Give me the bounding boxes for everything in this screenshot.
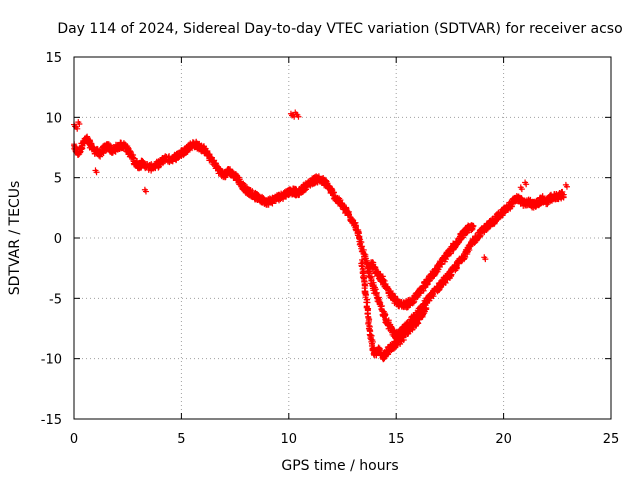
data-point [384, 285, 391, 292]
y-tick-label: -15 [41, 413, 62, 428]
data-point [76, 120, 83, 127]
data-point [295, 113, 302, 120]
data-point [359, 243, 366, 250]
data-point [355, 229, 362, 236]
data-point [330, 189, 337, 196]
data-point [359, 259, 366, 266]
data-point [559, 188, 566, 195]
y-tick-label: -5 [49, 292, 62, 307]
data-point [423, 304, 430, 311]
y-tick-label: 10 [45, 111, 62, 126]
data-point [364, 299, 371, 306]
data-point [447, 250, 454, 257]
x-axis: 0 5 10 15 20 25 [70, 57, 619, 447]
data-point [373, 290, 380, 297]
data-point [169, 158, 176, 165]
data-point [130, 155, 137, 162]
plot-frame [73, 56, 612, 420]
data-point [493, 215, 500, 222]
data-point [382, 312, 389, 319]
data-point [518, 186, 525, 193]
x-tick-label: 25 [603, 432, 620, 447]
data-point [74, 125, 81, 132]
x-tick-label: 10 [281, 432, 298, 447]
data-point [560, 191, 567, 198]
x-tick-label: 0 [70, 432, 78, 447]
data-point [359, 263, 366, 270]
y-tick-label: 5 [54, 172, 62, 187]
x-tick-label: 5 [177, 432, 185, 447]
y-tick-label: -10 [41, 353, 62, 368]
data-point [448, 271, 455, 278]
data-point [366, 270, 373, 277]
y-axis-label: SDTVAR / TECUs [7, 181, 23, 296]
data-point [442, 256, 449, 263]
data-point [476, 233, 483, 240]
data-point [93, 169, 100, 176]
data-point [438, 261, 445, 268]
grid-lines [74, 57, 611, 419]
x-axis-label: GPS time / hours [281, 458, 398, 474]
data-point [142, 188, 149, 195]
data-point [88, 140, 95, 147]
y-tick-label: 0 [54, 232, 62, 247]
data-point [236, 176, 243, 183]
data-point [470, 222, 477, 229]
data-point [482, 256, 489, 263]
data-point [365, 319, 372, 326]
data-points [71, 109, 570, 363]
x-tick-label: 20 [495, 432, 512, 447]
data-point [408, 325, 415, 332]
data-point [358, 239, 365, 246]
data-point [563, 183, 570, 190]
data-point [363, 257, 370, 264]
chart-title: Day 114 of 2024, Sidereal Day-to-day VTE… [57, 21, 622, 37]
y-tick-label: 15 [45, 51, 62, 66]
data-point [165, 154, 172, 161]
data-point [380, 276, 387, 283]
x-tick-label: 15 [388, 432, 405, 447]
data-point [356, 235, 363, 242]
data-point [523, 181, 530, 188]
data-point [380, 356, 387, 363]
y-axis: 15 10 5 0 -5 -10 -15 [41, 51, 611, 428]
